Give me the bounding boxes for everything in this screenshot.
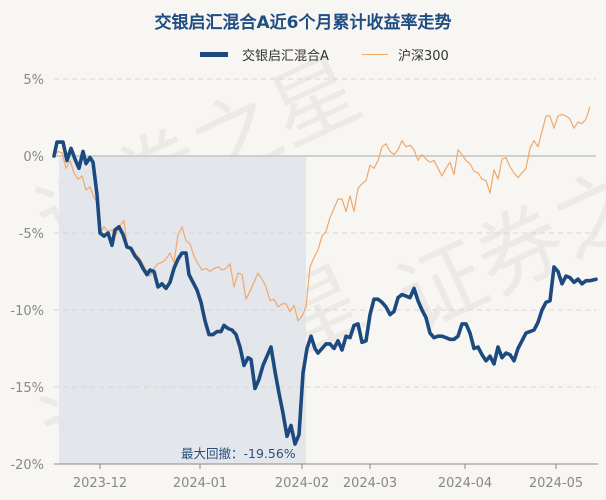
x-tick-label: 2023-12 [73,476,127,491]
chart-title: 交银启汇混合A近6个月累计收益率走势 [154,13,452,33]
legend-label-index: 沪深300 [398,48,449,64]
legend-item-index[interactable]: 沪深300 [362,44,449,64]
series-line-fund [52,140,598,446]
y-axis: 5% 0% -5% -10% -15% -20% [10,73,44,473]
max-drawdown-label: 最大回撤：-19.56% [181,446,296,461]
y-tick-label: -5% [19,227,44,242]
y-tick-label: 5% [23,73,44,88]
x-tick-label: 2024-05 [529,476,583,491]
legend-label-fund: 交银启汇混合A [242,48,329,64]
legend-swatch-index [362,53,388,55]
y-tick-label: -20% [10,458,44,473]
x-tick-label: 2024-04 [438,476,492,491]
x-axis: 2023-12 2024-01 2024-02 2024-03 2024-04 2024-… [54,463,598,491]
y-tick-label: 0% [23,150,44,165]
x-tick-label: 2024-01 [173,476,227,491]
legend-item-fund[interactable]: 交银启汇混合A [200,44,329,64]
legend: 交银启汇混合A 沪深300 [0,44,606,64]
y-tick-label: -15% [10,381,44,396]
legend-swatch-fund [200,51,228,57]
y-tick-label: -10% [10,304,44,319]
x-tick-label: 2024-02 [275,476,329,491]
x-tick-label: 2024-03 [343,476,397,491]
